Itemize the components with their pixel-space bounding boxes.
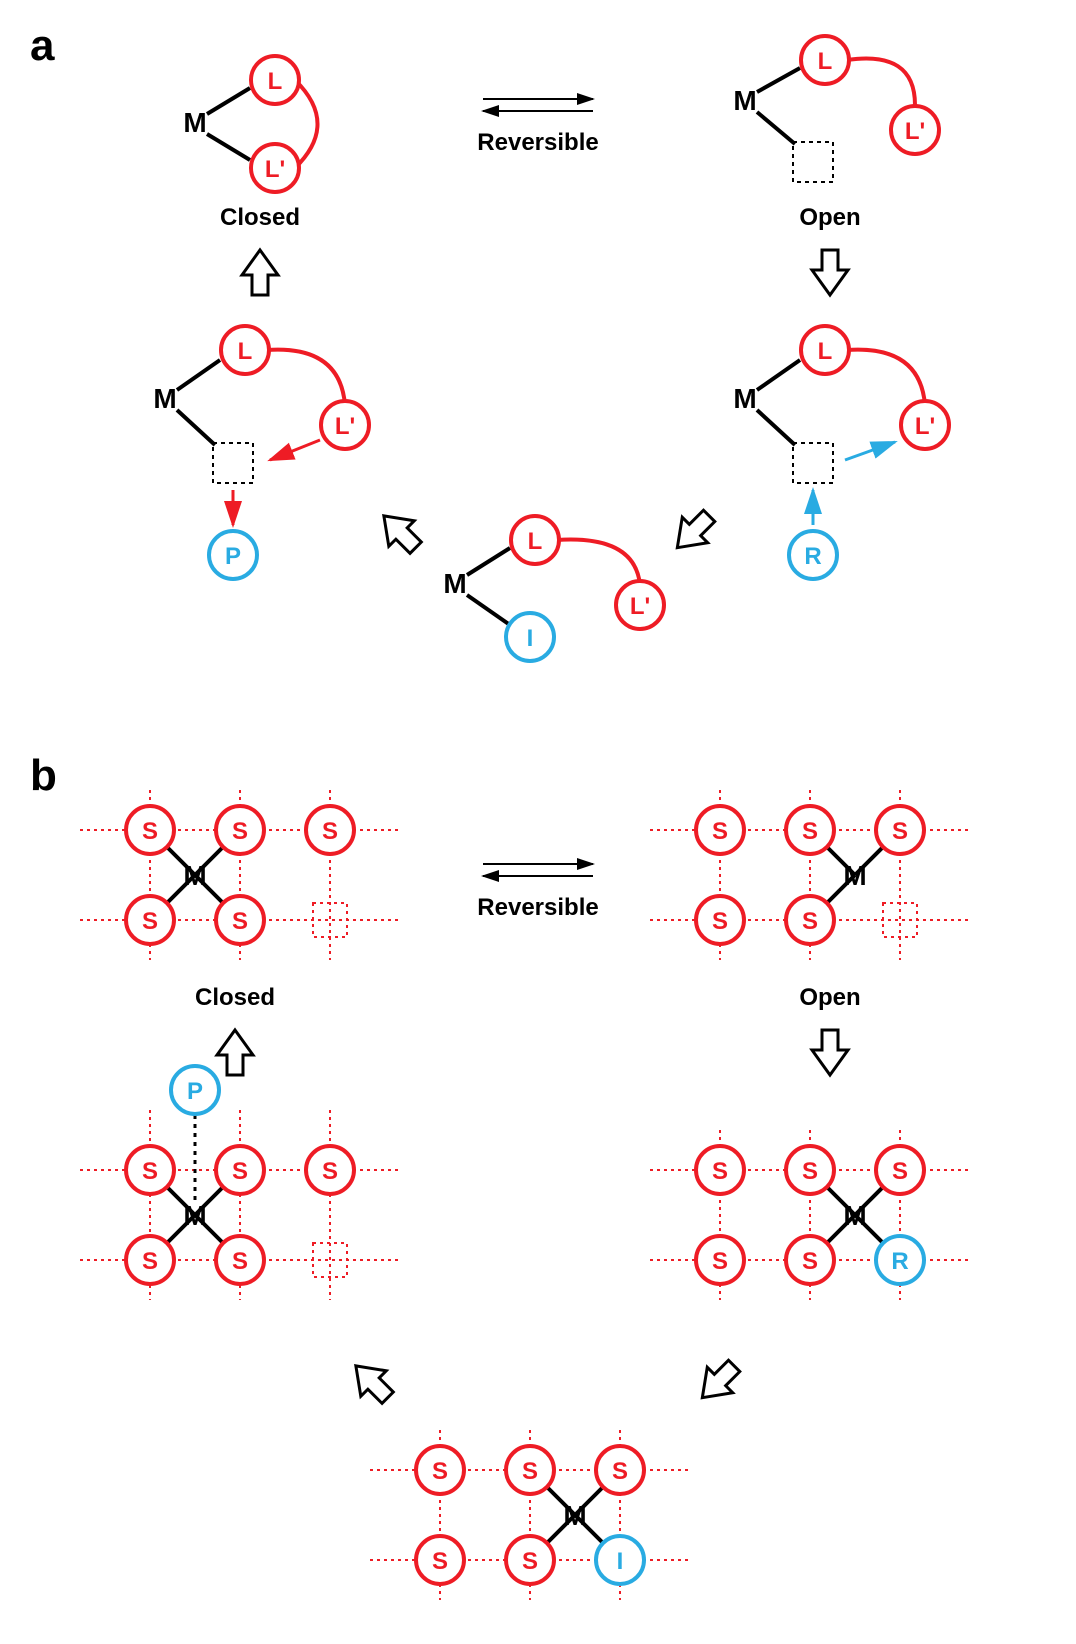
svg-text:S: S (232, 908, 248, 935)
svg-text:S: S (802, 818, 818, 845)
open-label-a: Open (799, 204, 860, 231)
arrow-up-left-a (242, 250, 278, 295)
panel-b-label: b (30, 751, 57, 800)
svg-text:S: S (712, 908, 728, 935)
arrow-up-b (217, 1030, 253, 1075)
svg-text:M: M (183, 860, 206, 891)
svg-text:S: S (892, 818, 908, 845)
closed-label-b: Closed (195, 984, 275, 1011)
M-label: M (183, 107, 206, 138)
svg-text:S: S (432, 1458, 448, 1485)
state-reagent-a: M L L' R (733, 326, 949, 579)
Lp-label: L' (265, 156, 285, 183)
svg-text:S: S (712, 1248, 728, 1275)
svg-text:S: S (892, 1158, 908, 1185)
svg-text:L: L (528, 528, 543, 555)
arrow-down-b (812, 1030, 848, 1075)
svg-text:S: S (322, 818, 338, 845)
svg-text:I: I (527, 625, 534, 652)
svg-text:L': L' (915, 413, 935, 440)
svg-text:P: P (187, 1078, 203, 1105)
svg-text:M: M (843, 1200, 866, 1231)
svg-text:P: P (225, 543, 241, 570)
svg-text:S: S (232, 1158, 248, 1185)
arrow-diag-left-a (371, 503, 428, 560)
lattice-closed-b: M S S S S S (80, 790, 400, 960)
svg-text:S: S (232, 1248, 248, 1275)
svg-text:I: I (617, 1548, 624, 1575)
svg-text:R: R (891, 1248, 908, 1275)
svg-text:L: L (818, 338, 833, 365)
lattice-product-b: M S S S S S P (80, 1066, 400, 1300)
svg-text:S: S (802, 1248, 818, 1275)
M-label: M (733, 85, 756, 116)
lattice-intermediate-b: M S S S S S I (370, 1430, 690, 1600)
state-closed-a: M L L' (183, 56, 317, 192)
svg-text:L': L' (335, 413, 355, 440)
svg-text:L: L (818, 48, 833, 75)
svg-text:M: M (733, 383, 756, 414)
svg-text:M: M (183, 1200, 206, 1231)
svg-text:M: M (443, 568, 466, 599)
svg-text:S: S (802, 1158, 818, 1185)
svg-text:S: S (142, 1158, 158, 1185)
L-label: L (268, 68, 283, 95)
state-intermediate-a: M L L' I (443, 516, 664, 661)
state-open-a: M L L' (733, 36, 939, 182)
svg-text:R: R (804, 543, 821, 570)
svg-text:S: S (802, 908, 818, 935)
arrow-diag-right-a (665, 503, 722, 560)
reversible-a: Reversible (477, 129, 598, 156)
svg-text:S: S (142, 908, 158, 935)
arrow-down-right-a (812, 250, 848, 295)
lattice-reagent-b: M S S S S S R (650, 1130, 970, 1300)
svg-text:S: S (522, 1548, 538, 1575)
arrow-diag-left-b (343, 1353, 400, 1410)
svg-text:M: M (153, 383, 176, 414)
svg-text:S: S (142, 818, 158, 845)
svg-text:S: S (712, 818, 728, 845)
arrow-diag-right-b (690, 1353, 747, 1410)
svg-text:S: S (432, 1548, 448, 1575)
svg-text:M: M (563, 1500, 586, 1531)
svg-text:S: S (322, 1158, 338, 1185)
state-product-a: M L L' P (153, 326, 369, 579)
svg-text:S: S (712, 1158, 728, 1185)
svg-text:L': L' (630, 593, 650, 620)
closed-label-a: Closed (220, 204, 300, 231)
equilibrium-b (483, 864, 593, 876)
svg-text:L': L' (905, 118, 925, 145)
svg-text:L: L (238, 338, 253, 365)
diagram-figure: a Reversible M L L' Closed M L L' Open M… (0, 0, 1076, 1644)
reversible-b: Reversible (477, 894, 598, 921)
equilibrium-a (483, 99, 593, 111)
svg-text:S: S (232, 818, 248, 845)
svg-text:S: S (142, 1248, 158, 1275)
svg-text:S: S (522, 1458, 538, 1485)
svg-text:S: S (612, 1458, 628, 1485)
lattice-open-b: M S S S S S (650, 790, 970, 960)
svg-text:M: M (843, 860, 866, 891)
open-label-b: Open (799, 984, 860, 1011)
panel-a-label: a (30, 21, 55, 70)
